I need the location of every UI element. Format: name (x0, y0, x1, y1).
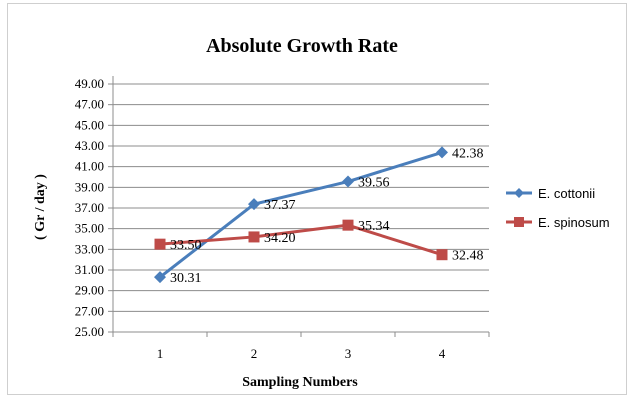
y-tick-label: 45.00 (75, 117, 104, 132)
y-tick-label: 39.00 (75, 179, 104, 194)
y-tick-label: 47.00 (75, 97, 104, 112)
y-tick-label: 31.00 (75, 262, 104, 277)
data-point-marker (342, 219, 354, 231)
data-point-marker (248, 198, 260, 211)
series-line (159, 223, 443, 257)
data-point-marker (342, 175, 354, 188)
x-axis-title: Sampling Numbers (242, 375, 358, 390)
y-axis-title: ( Gr / day ) (33, 174, 48, 240)
data-label: 30.31 (170, 271, 202, 286)
series (154, 146, 448, 284)
data-label: 37.37 (264, 198, 296, 213)
legend-entry-label: E. spinosum (538, 215, 610, 230)
y-tick-label: 35.00 (75, 221, 104, 236)
legend-marker (514, 217, 524, 227)
x-tick-labels: 1 2 3 4 (157, 346, 446, 361)
x-tick-label: 1 (157, 346, 164, 361)
data-label: 42.38 (452, 146, 484, 161)
y-tick-labels: 25.00 27.00 29.00 31.00 33.00 35.00 37.00 39.00… (75, 76, 104, 339)
data-label: 35.34 (358, 219, 390, 234)
data-labels: 30.31 37.37 39.56 42.38 33.50 34.20 35.34 32.48 (170, 146, 484, 286)
y-tick-label: 27.00 (75, 303, 104, 318)
y-tick-label: 49.00 (75, 76, 104, 91)
y-tick-label: 25.00 (75, 324, 104, 339)
data-point-marker (154, 271, 166, 284)
series-line (159, 150, 443, 279)
data-point-marker (436, 146, 448, 159)
data-label: 34.20 (264, 231, 296, 246)
data-point-marker (436, 249, 448, 261)
data-label: 32.48 (452, 249, 484, 264)
data-label: 33.50 (170, 238, 202, 253)
gridlines (113, 83, 489, 312)
x-tick-label: 4 (439, 346, 446, 361)
chart-title: Absolute Growth Rate (206, 35, 398, 57)
x-tick-label: 2 (251, 346, 258, 361)
y-tick-label: 43.00 (75, 138, 104, 153)
x-tick-label: 3 (345, 346, 352, 361)
legend-marker (514, 188, 524, 198)
legend: E. cottonii E. spinosum (506, 186, 610, 230)
y-tick-label: 29.00 (75, 283, 104, 298)
data-point-marker (154, 238, 166, 250)
data-label: 39.56 (358, 176, 390, 191)
axes (108, 76, 490, 337)
y-tick-label: 41.00 (75, 159, 104, 174)
chart-frame (7, 3, 627, 395)
y-tick-label: 33.00 (75, 241, 104, 256)
legend-entry-label: E. cottonii (538, 186, 595, 201)
y-tick-label: 37.00 (75, 200, 104, 215)
data-point-marker (248, 231, 260, 243)
